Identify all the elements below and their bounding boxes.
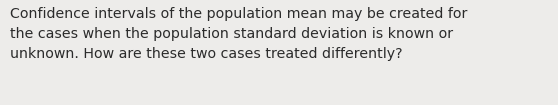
Text: Confidence intervals of the population mean may be created for
the cases when th: Confidence intervals of the population m… xyxy=(10,7,468,61)
